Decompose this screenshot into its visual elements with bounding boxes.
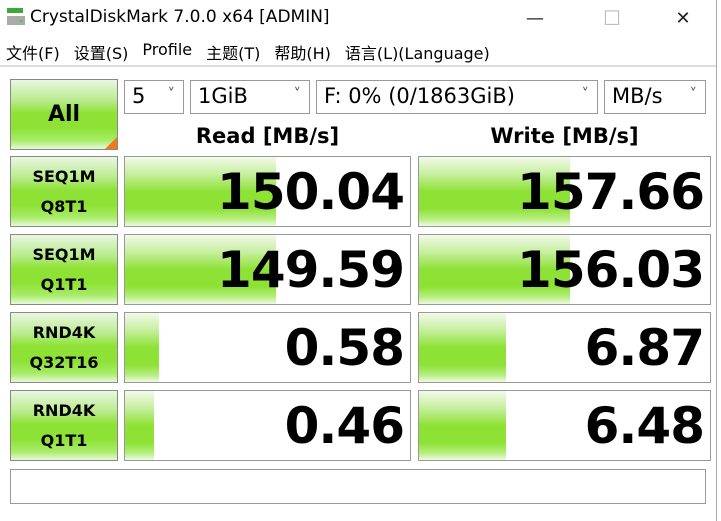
close-button[interactable]: ✕	[675, 7, 691, 29]
menu-bar: 文件(F) 设置(S) Profile 主题(T) 帮助(H) 语言(L)(La…	[0, 36, 504, 66]
menu-profile[interactable]: Profile	[142, 40, 193, 59]
window-border	[716, 0, 717, 521]
read-bar	[125, 157, 277, 226]
read-bar	[125, 313, 160, 382]
read-value: 150.04	[217, 163, 405, 221]
window-title: CrystalDiskMark 7.0.0 x64 [ADMIN]	[30, 7, 330, 27]
test-button[interactable]: RND4K Q1T1	[10, 390, 118, 461]
test-name: RND4K	[32, 400, 96, 420]
test-params: Q1T1	[40, 274, 88, 294]
menu-theme[interactable]: 主题(T)	[206, 44, 261, 63]
write-value: 157.66	[517, 163, 705, 221]
menu-help[interactable]: 帮助(H)	[274, 44, 331, 63]
all-button[interactable]: All	[10, 79, 118, 150]
test-name: SEQ1M	[32, 244, 96, 264]
chevron-down-icon: ˅	[167, 85, 176, 103]
read-value: 0.46	[284, 397, 405, 455]
write-result: 6.87	[418, 312, 711, 383]
count-value: 5	[132, 84, 146, 108]
test-name: RND4K	[32, 322, 96, 342]
minimize-button[interactable]: —	[526, 7, 544, 29]
chevron-down-icon: ˅	[581, 85, 590, 103]
write-value: 6.87	[584, 319, 705, 377]
maximize-button[interactable]: ☐	[603, 6, 621, 30]
test-name: SEQ1M	[32, 166, 96, 186]
read-result: 150.04	[124, 156, 411, 227]
read-value: 149.59	[217, 241, 405, 299]
title-bar: CrystalDiskMark 7.0.0 x64 [ADMIN] — ☐ ✕	[0, 0, 721, 36]
write-bar	[419, 235, 571, 304]
test-params: Q8T1	[40, 196, 88, 216]
unit-value: MB/s	[612, 84, 663, 108]
chevron-down-icon: ˅	[689, 85, 698, 103]
test-button[interactable]: RND4K Q32T16	[10, 312, 118, 383]
size-value: 1GiB	[198, 84, 248, 108]
status-bar	[10, 469, 706, 504]
all-label: All	[47, 102, 81, 127]
test-params: Q1T1	[40, 430, 88, 450]
write-value: 6.48	[584, 397, 705, 455]
write-header: Write [MB/s]	[490, 124, 639, 148]
read-result: 0.58	[124, 312, 411, 383]
read-value: 0.58	[284, 319, 405, 377]
corner-marker	[105, 137, 117, 149]
write-bar	[419, 157, 571, 226]
read-result: 0.46	[124, 390, 411, 461]
test-button[interactable]: SEQ1M Q1T1	[10, 234, 118, 305]
write-result: 156.03	[418, 234, 711, 305]
menu-language[interactable]: 语言(L)(Language)	[344, 44, 490, 63]
read-bar	[125, 235, 277, 304]
write-value: 156.03	[517, 241, 705, 299]
write-bar	[419, 313, 507, 382]
unit-select[interactable]: MB/s ˅	[604, 80, 706, 114]
read-header: Read [MB/s]	[195, 124, 340, 148]
write-bar	[419, 391, 507, 460]
menu-settings[interactable]: 设置(S)	[73, 44, 129, 63]
app-icon	[7, 8, 25, 25]
chevron-down-icon: ˅	[293, 85, 302, 103]
drive-value: F: 0% (0/1863GiB)	[324, 84, 515, 108]
drive-select[interactable]: F: 0% (0/1863GiB) ˅	[316, 80, 598, 114]
size-select[interactable]: 1GiB ˅	[190, 80, 310, 114]
read-result: 149.59	[124, 234, 411, 305]
write-result: 6.48	[418, 390, 711, 461]
menu-separator	[0, 65, 716, 67]
menu-file[interactable]: 文件(F)	[6, 44, 60, 63]
count-select[interactable]: 5 ˅	[124, 80, 184, 114]
write-result: 157.66	[418, 156, 711, 227]
test-button[interactable]: SEQ1M Q8T1	[10, 156, 118, 227]
read-bar	[125, 391, 154, 460]
test-params: Q32T16	[29, 352, 99, 372]
